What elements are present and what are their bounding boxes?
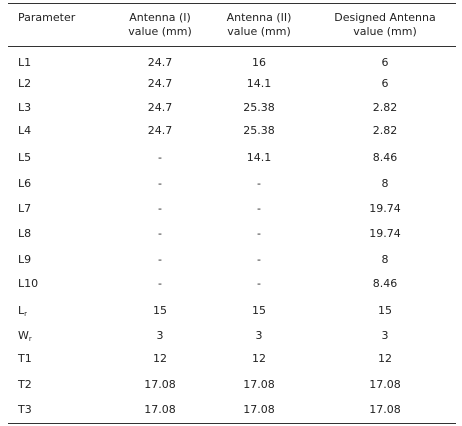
top-rule [8, 3, 456, 4]
parameter-cell: Lr [18, 304, 27, 321]
value-cell: 24.7 [147, 124, 173, 137]
parameter-subscript: r [24, 310, 28, 318]
parameter-cell: L5 [18, 151, 31, 165]
value-cell: 12 [153, 352, 167, 365]
parameter-name: L2 [18, 77, 32, 90]
parameter-name: L [18, 304, 25, 317]
value-cell: 14.1 [246, 77, 272, 90]
value-cell: 6 [381, 56, 389, 69]
value-cell: 24.7 [147, 56, 173, 69]
value-cell: 8 [381, 253, 389, 266]
parameter-name: L4 [18, 124, 32, 137]
parameter-name: T1 [18, 352, 32, 365]
value-cell: - [257, 177, 261, 190]
value-cell: 15 [252, 304, 266, 317]
parameter-subscript: r [28, 335, 32, 343]
value-cell: 3 [381, 329, 389, 342]
parameter-cell: L1 [18, 56, 31, 70]
header-line: Parameter [18, 11, 76, 24]
value-cell: 6 [381, 77, 389, 90]
parameter-cell: L8 [18, 227, 31, 241]
value-cell: 8.46 [372, 151, 398, 164]
header-line: value (mm) [128, 25, 192, 38]
value-cell: 8 [381, 177, 389, 190]
value-cell: 8.46 [372, 277, 398, 290]
value-cell: 15 [378, 304, 392, 317]
value-cell: 17.08 [243, 378, 275, 391]
parameter-cell: Wr [18, 329, 32, 346]
header-cell: Designed Antenna value (mm) [334, 11, 436, 39]
parameter-name: L3 [18, 101, 32, 114]
parameter-cell: L3 [18, 101, 31, 115]
parameter-cell: L7 [18, 202, 31, 216]
header-cell: Antenna (II) value (mm) [227, 11, 292, 39]
parameter-cell: L9 [18, 253, 31, 267]
parameter-name: L5 [18, 151, 32, 164]
value-cell: - [158, 253, 162, 266]
parameter-name: T3 [18, 403, 32, 416]
value-cell: 25.38 [243, 124, 275, 137]
bottom-rule [8, 423, 456, 424]
header-line: Designed Antenna [334, 11, 436, 24]
parameter-cell: L6 [18, 177, 31, 191]
value-cell: 25.38 [243, 101, 275, 114]
value-cell: - [257, 202, 261, 215]
parameter-name: L1 [18, 56, 32, 69]
value-cell: 24.7 [147, 77, 173, 90]
value-cell: - [158, 151, 162, 164]
parameter-cell: L2 [18, 77, 31, 91]
value-cell: - [257, 253, 261, 266]
value-cell: - [158, 277, 162, 290]
value-cell: 17.08 [243, 403, 275, 416]
parameter-name: L10 [18, 277, 39, 290]
parameter-name: L6 [18, 177, 32, 190]
value-cell: - [257, 277, 261, 290]
parameter-cell: L10 [18, 277, 38, 291]
value-cell: 17.08 [369, 378, 401, 391]
parameter-name: W [18, 329, 29, 342]
parameter-cell: T1 [18, 352, 32, 366]
header-rule [8, 46, 456, 47]
value-cell: 24.7 [147, 101, 173, 114]
value-cell: 19.74 [369, 227, 401, 240]
parameter-cell: L4 [18, 124, 31, 138]
value-cell: 2.82 [372, 124, 398, 137]
value-cell: 16 [252, 56, 266, 69]
header-cell: Antenna (I) value (mm) [128, 11, 192, 39]
parameter-name: L7 [18, 202, 32, 215]
header-line: value (mm) [227, 25, 291, 38]
parameter-cell: T3 [18, 403, 32, 417]
parameter-name: L9 [18, 253, 32, 266]
header-line: Antenna (II) [226, 11, 292, 24]
value-cell: 15 [153, 304, 167, 317]
header-line: value (mm) [353, 25, 417, 38]
value-cell: 17.08 [144, 403, 176, 416]
value-cell: 12 [378, 352, 392, 365]
parameter-name: T2 [18, 378, 32, 391]
parameter-cell: T2 [18, 378, 32, 392]
value-cell: - [158, 177, 162, 190]
value-cell: 12 [252, 352, 266, 365]
value-cell: 3 [156, 329, 164, 342]
value-cell: 3 [255, 329, 263, 342]
value-cell: - [158, 227, 162, 240]
value-cell: 19.74 [369, 202, 401, 215]
value-cell: 14.1 [246, 151, 272, 164]
header-line: Antenna (I) [129, 11, 191, 24]
value-cell: 17.08 [369, 403, 401, 416]
value-cell: - [158, 202, 162, 215]
value-cell: 17.08 [144, 378, 176, 391]
value-cell: 2.82 [372, 101, 398, 114]
header-cell: Parameter [18, 11, 75, 25]
value-cell: - [257, 227, 261, 240]
parameter-name: L8 [18, 227, 32, 240]
